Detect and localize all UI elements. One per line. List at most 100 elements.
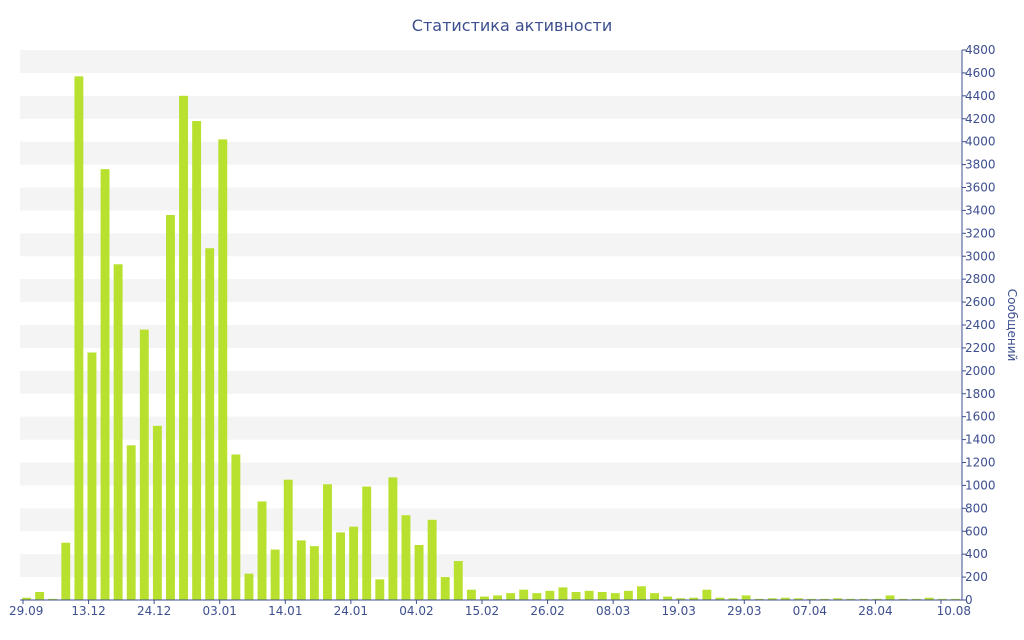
bar — [336, 532, 345, 600]
bar — [349, 526, 359, 600]
y-tick-label: 2400 — [965, 318, 996, 332]
x-tick-label: 29.03 — [727, 604, 761, 618]
bar — [100, 169, 110, 601]
bar — [702, 589, 712, 600]
x-tick-label: 10.08 — [937, 604, 971, 618]
bar — [911, 598, 921, 600]
bar — [571, 591, 581, 600]
bar — [453, 561, 463, 600]
y-tick-label: 3000 — [965, 249, 996, 263]
grid-band — [20, 508, 962, 532]
bar — [244, 573, 254, 600]
bar — [885, 595, 895, 600]
bar — [414, 545, 424, 600]
bar — [205, 248, 215, 601]
bar — [493, 595, 502, 600]
bar — [309, 546, 319, 600]
bar — [87, 352, 97, 600]
bar — [807, 598, 816, 600]
grid-band — [20, 416, 962, 440]
y-tick-label: 4000 — [965, 135, 996, 149]
y-tick-label: 600 — [965, 524, 988, 538]
grid-band — [20, 233, 962, 257]
bar — [74, 76, 84, 601]
y-tick-label: 4800 — [965, 43, 996, 57]
bar — [794, 598, 803, 600]
y-tick-label: 2200 — [965, 341, 996, 355]
grid-band — [20, 370, 962, 394]
bar — [323, 484, 332, 600]
chart-title: Статистика активности — [412, 16, 612, 35]
y-tick-label: 1000 — [965, 478, 996, 492]
grid-band — [20, 187, 962, 211]
x-tick-label: 29.09 — [9, 604, 43, 618]
bar — [152, 425, 162, 600]
y-tick-label: 1400 — [965, 433, 996, 447]
bar — [440, 577, 450, 600]
bar — [401, 515, 411, 600]
y-tick-label: 3600 — [965, 181, 996, 195]
bar — [61, 542, 71, 600]
x-tick-label: 13.12 — [71, 604, 105, 618]
bar — [466, 589, 476, 600]
bar — [231, 454, 241, 600]
bar — [218, 139, 228, 601]
x-tick-label: 28.04 — [858, 604, 892, 618]
bar — [362, 486, 372, 600]
bar — [113, 264, 123, 600]
bar — [689, 597, 699, 600]
bar — [676, 598, 686, 600]
bar — [126, 445, 136, 600]
grid-band — [20, 325, 962, 348]
x-tick-label: 19.03 — [662, 604, 696, 618]
bar — [820, 598, 830, 600]
bar — [532, 593, 542, 601]
x-tick-label: 03.01 — [203, 604, 237, 618]
y-tick-label: 3800 — [965, 158, 996, 172]
bar — [898, 598, 908, 600]
bar — [663, 596, 673, 600]
grid-band — [20, 554, 962, 578]
bar — [780, 597, 790, 600]
y-tick-label: 2000 — [965, 364, 996, 378]
y-tick-label: 2800 — [965, 272, 996, 286]
bar — [872, 598, 882, 600]
x-tick-label: 24.12 — [137, 604, 171, 618]
bars — [22, 76, 960, 601]
bar — [506, 593, 516, 601]
bar — [584, 590, 594, 600]
bar — [951, 598, 960, 600]
bar — [637, 586, 646, 600]
bar — [715, 597, 725, 600]
bar — [558, 587, 568, 600]
bar — [924, 597, 934, 600]
bar — [846, 598, 856, 600]
bar — [754, 598, 764, 600]
x-tick-label: 26.02 — [530, 604, 564, 618]
bar — [427, 519, 437, 600]
y-axis-title: Сообщений — [1005, 289, 1019, 362]
bar — [388, 477, 398, 600]
bar — [741, 595, 751, 600]
bar — [859, 598, 869, 600]
bar — [767, 598, 777, 600]
grid-band — [20, 95, 962, 119]
bar — [257, 501, 267, 600]
bar — [270, 549, 280, 600]
bar — [597, 591, 607, 600]
bar — [610, 593, 620, 601]
bar — [375, 579, 385, 601]
x-tick-label: 14.01 — [268, 604, 302, 618]
y-tick-label: 2600 — [965, 295, 996, 309]
x-tick-label: 24.01 — [334, 604, 368, 618]
y-tick-label: 3200 — [965, 226, 996, 240]
x-tick-label: 08.03 — [596, 604, 630, 618]
bar — [166, 215, 175, 600]
bar — [283, 479, 293, 600]
grid-band — [20, 141, 962, 165]
x-tick-label: 07.04 — [793, 604, 827, 618]
y-tick-label: 1800 — [965, 387, 996, 401]
bar — [728, 598, 738, 600]
bar — [179, 95, 188, 600]
x-axis-ticks: 29.09 13.12 24.12 03.01 14.01 24.01 04.02 15.02… — [9, 600, 971, 618]
